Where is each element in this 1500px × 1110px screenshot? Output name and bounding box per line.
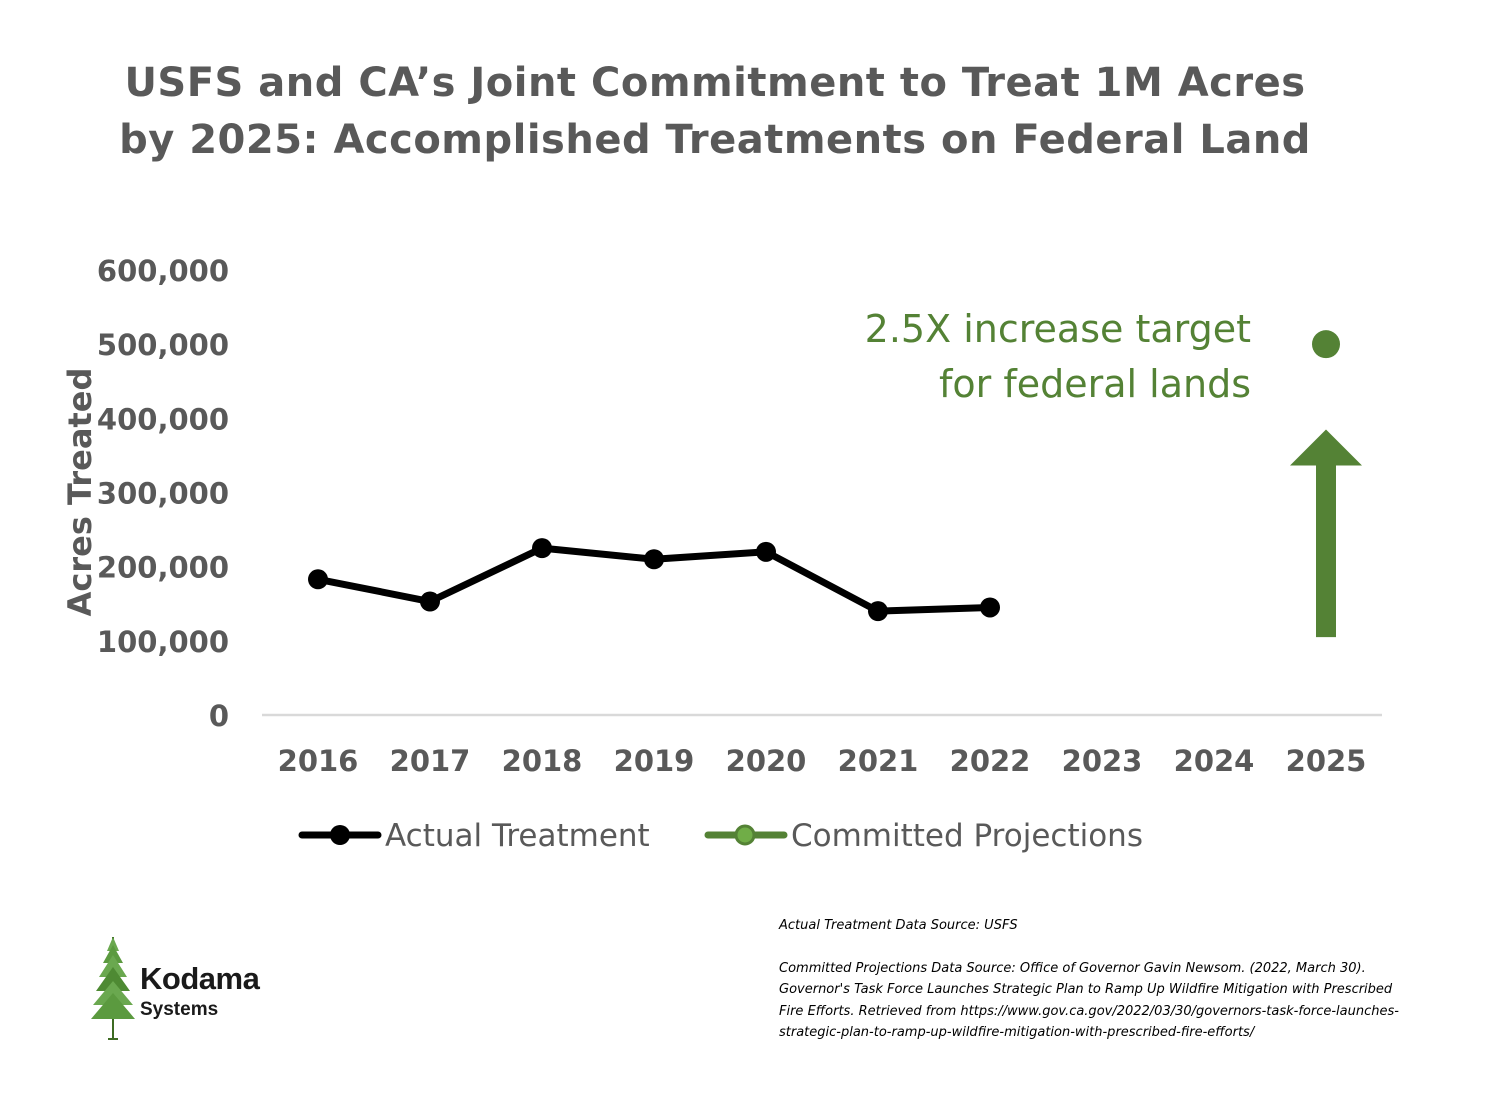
series-committed-projections <box>1312 330 1340 359</box>
legend: Actual Treatment Committed Projections <box>298 818 1143 854</box>
chart-title-line-1: USFS and CA’s Joint Commitment to Treat … <box>124 60 1306 106</box>
tree-icon <box>91 937 135 1040</box>
chart-title-line-2: by 2025: Accomplished Treatments on Fede… <box>119 117 1311 163</box>
legend-marker-projections <box>734 824 756 846</box>
y-tick-label: 200,000 <box>97 551 229 585</box>
source-projections: Committed Projections Data Source: Offic… <box>779 960 1399 1041</box>
y-tick-label: 300,000 <box>97 477 229 511</box>
y-tick-label: 500,000 <box>97 328 229 362</box>
source-actual: Actual Treatment Data Source: USFS <box>779 918 1018 933</box>
x-tick-label: 2025 <box>1286 744 1367 778</box>
logo-name: Kodama <box>140 961 260 996</box>
x-tick-label: 2022 <box>950 744 1031 778</box>
y-tick-label: 600,000 <box>97 254 229 288</box>
y-axis-label: Acres Treated <box>61 368 99 617</box>
x-tick-label: 2018 <box>502 744 583 778</box>
data-point-actual <box>868 601 888 622</box>
legend-label-actual: Actual Treatment <box>385 818 650 854</box>
x-tick-label: 2017 <box>390 744 471 778</box>
x-tick-label: 2019 <box>614 744 695 778</box>
data-point-actual <box>532 538 552 559</box>
data-point-actual <box>420 591 440 612</box>
annotation: 2.5X increase target for federal lands <box>865 307 1362 638</box>
data-point-actual <box>980 597 1000 618</box>
chart-title: USFS and CA’s Joint Commitment to Treat … <box>0 55 1430 169</box>
data-point-actual <box>308 569 328 590</box>
legend-label-projections: Committed Projections <box>791 818 1143 854</box>
x-axis-ticks: 2016 2017 2018 2019 2020 2021 2022 2023 2024 2025 <box>278 744 1367 778</box>
kodama-logo: Kodama Systems <box>88 935 288 1045</box>
increase-arrow-icon <box>1290 429 1362 638</box>
data-point-actual <box>756 541 776 562</box>
series-actual-treatment <box>308 538 1000 622</box>
x-tick-label: 2023 <box>1062 744 1143 778</box>
x-tick-label: 2021 <box>838 744 919 778</box>
data-point-actual <box>644 549 664 570</box>
annotation-line-1: 2.5X increase target <box>865 307 1251 351</box>
data-point-projection <box>1312 330 1340 359</box>
y-tick-label: 100,000 <box>97 625 229 659</box>
x-tick-label: 2016 <box>278 744 359 778</box>
logo-sub: Systems <box>140 999 219 1020</box>
x-tick-label: 2020 <box>726 744 807 778</box>
y-tick-label: 0 <box>209 699 229 733</box>
legend-marker-actual <box>330 825 350 845</box>
legend-item-actual: Actual Treatment <box>298 818 650 854</box>
y-axis-ticks: 0 100,000 200,000 300,000 400,000 500,000 600,… <box>97 254 229 733</box>
y-tick-label: 400,000 <box>97 402 229 436</box>
legend-item-projections: Committed Projections <box>704 818 1143 854</box>
sources: Actual Treatment Data Source: USFS Commi… <box>779 915 1419 1044</box>
annotation-line-2: for federal lands <box>939 362 1251 406</box>
x-tick-label: 2024 <box>1174 744 1255 778</box>
